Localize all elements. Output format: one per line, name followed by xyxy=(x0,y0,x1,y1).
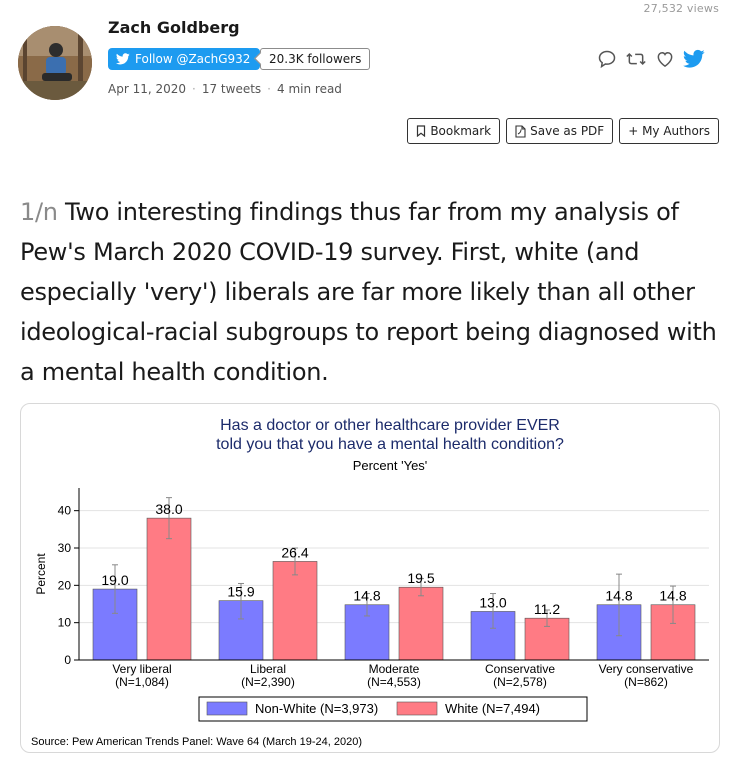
bar-white[interactable] xyxy=(146,517,192,661)
bookmark-button[interactable]: Bookmark xyxy=(407,118,501,144)
thread-toolbar: Bookmark Save as PDF + My Authors xyxy=(407,118,719,144)
x-tick-n-label: (N=2,578) xyxy=(493,675,547,689)
like-heart-icon[interactable] xyxy=(655,49,675,69)
x-tick-n-label: (N=4,553) xyxy=(367,675,421,689)
x-tick-label: Liberal xyxy=(250,662,286,676)
read-time: 4 min read xyxy=(277,82,342,96)
legend-label: Non-White (N=3,973) xyxy=(255,701,378,716)
x-tick-n-label: (N=1,084) xyxy=(115,675,169,689)
legend-box xyxy=(198,696,588,722)
chart-title-line1: Has a doctor or other healthcare provide… xyxy=(220,417,560,434)
chart-subtitle: Percent 'Yes' xyxy=(353,458,428,473)
post-date: Apr 11, 2020 xyxy=(108,82,187,96)
follow-button[interactable]: Follow @ZachG932 xyxy=(108,48,261,70)
data-label: 11.2 xyxy=(534,601,560,617)
data-label: 14.8 xyxy=(353,588,380,604)
x-tick-label: Very conservative xyxy=(599,662,694,676)
data-label: 14.8 xyxy=(659,588,686,604)
x-tick-n-label: (N=2,390) xyxy=(241,675,295,689)
x-tick-label: Moderate xyxy=(369,662,420,676)
y-tick-label: 10 xyxy=(58,616,72,630)
twitter-bird-icon xyxy=(116,53,130,65)
legend-swatch xyxy=(206,701,248,716)
data-label: 19.0 xyxy=(101,572,128,588)
view-count: 27,532 views xyxy=(643,2,719,15)
bookmark-label: Bookmark xyxy=(430,124,492,138)
tweet-count: 17 tweets xyxy=(201,82,262,96)
followers-count[interactable]: 20.3K followers xyxy=(260,48,371,70)
x-tick-label: Very liberal xyxy=(112,662,171,676)
separator-dot: · xyxy=(267,82,271,96)
data-label: 19.5 xyxy=(407,570,434,586)
tweet-text: 1/n Two interesting findings thus far fr… xyxy=(20,192,720,392)
my-authors-label: + My Authors xyxy=(628,124,710,138)
thread-meta: Apr 11, 2020 · 17 tweets · 4 min read xyxy=(108,82,342,96)
data-label: 15.9 xyxy=(227,584,254,600)
chart-image[interactable]: Has a doctor or other healthcare provide… xyxy=(20,403,720,753)
bookmark-icon xyxy=(417,125,426,137)
bar-chart: Has a doctor or other healthcare provide… xyxy=(31,417,709,748)
avatar[interactable] xyxy=(18,26,92,100)
y-tick-label: 20 xyxy=(58,578,72,592)
bar-white[interactable] xyxy=(272,561,318,661)
y-axis-label: Percent xyxy=(34,553,48,595)
pdf-icon xyxy=(515,124,526,138)
chart-source: Source: Pew American Trends Panel: Wave … xyxy=(31,736,362,748)
data-label: 38.0 xyxy=(155,501,182,517)
legend-swatch xyxy=(396,701,438,716)
save-pdf-label: Save as PDF xyxy=(530,124,605,138)
twitter-logo-icon[interactable] xyxy=(683,49,705,69)
data-label: 26.4 xyxy=(281,544,308,560)
data-label: 14.8 xyxy=(605,588,632,604)
tweet-body: Two interesting findings thus far from m… xyxy=(20,198,717,386)
save-pdf-button[interactable]: Save as PDF xyxy=(506,118,614,144)
reply-icon[interactable] xyxy=(597,49,617,69)
author-name[interactable]: Zach Goldberg xyxy=(108,18,240,37)
x-tick-label: Conservative xyxy=(485,662,555,676)
avatar-photo xyxy=(18,26,92,100)
separator-dot: · xyxy=(192,82,196,96)
retweet-icon[interactable] xyxy=(625,49,647,69)
data-label: 13.0 xyxy=(479,594,506,610)
follow-label: Follow @ZachG932 xyxy=(135,52,251,66)
y-tick-label: 0 xyxy=(64,653,71,667)
y-tick-label: 40 xyxy=(58,504,72,518)
y-tick-label: 30 xyxy=(58,541,72,555)
chart-title-line2: told you that you have a mental health c… xyxy=(216,436,564,453)
tweet-number[interactable]: 1/n xyxy=(20,198,58,226)
my-authors-button[interactable]: + My Authors xyxy=(619,118,719,144)
x-tick-n-label: (N=862) xyxy=(624,675,668,689)
tweet-actions xyxy=(597,49,705,69)
bar-white[interactable] xyxy=(398,586,444,661)
legend-label: White (N=7,494) xyxy=(445,701,540,716)
